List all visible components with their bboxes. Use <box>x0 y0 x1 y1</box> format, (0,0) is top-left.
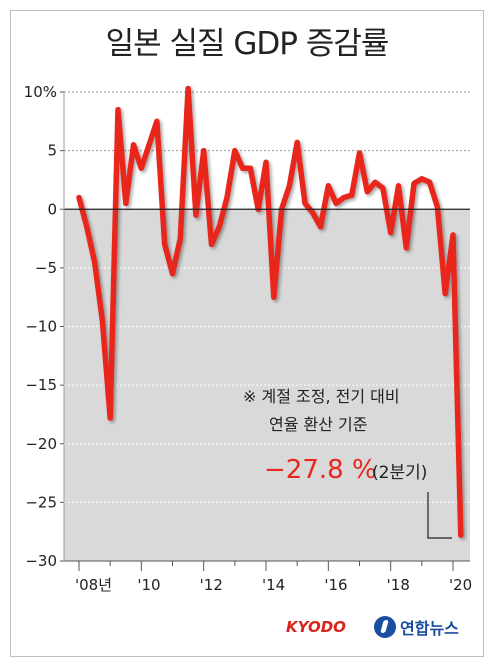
y-tick-label: −20 <box>25 435 57 453</box>
y-tick-label: −10 <box>25 318 57 336</box>
x-tick-label: '16 <box>324 576 347 594</box>
y-tick-label: −15 <box>25 376 57 394</box>
x-tick-label: '14 <box>262 576 285 594</box>
y-tick-label: 10% <box>24 83 57 101</box>
callout-value: −27.8 % <box>264 455 377 485</box>
y-tick-label: 0 <box>47 200 57 218</box>
x-tick-label: '10 <box>137 576 160 594</box>
y-tick-label: −5 <box>35 259 57 277</box>
callout-period: (2분기) <box>372 463 427 483</box>
chart-title: 일본 실질 GDP 증감률 <box>105 26 390 62</box>
yonhap-logo-icon <box>374 616 396 638</box>
y-tick-label: 5 <box>47 142 57 160</box>
chart-frame <box>10 10 484 657</box>
below-zero-shading <box>64 209 470 561</box>
note-line-2: 연율 환산 기준 <box>269 415 368 434</box>
yonhap-label: 연합뉴스 <box>400 619 459 638</box>
x-tick-label: '18 <box>387 576 410 594</box>
callout-leader <box>427 492 452 539</box>
x-tick-label: '12 <box>200 576 223 594</box>
x-tick-label: '08년 <box>75 576 112 594</box>
y-tick-label: −25 <box>25 493 57 511</box>
gdp-series-line <box>76 85 464 538</box>
kyodo-credit: KYODO <box>286 618 346 636</box>
y-tick-label: −30 <box>25 552 57 570</box>
yonhap-credit: 연합뉴스 <box>374 612 459 642</box>
note-line-1: ※ 계절 조정, 전기 대비 <box>243 387 400 406</box>
x-tick-label: '20 <box>449 576 472 594</box>
